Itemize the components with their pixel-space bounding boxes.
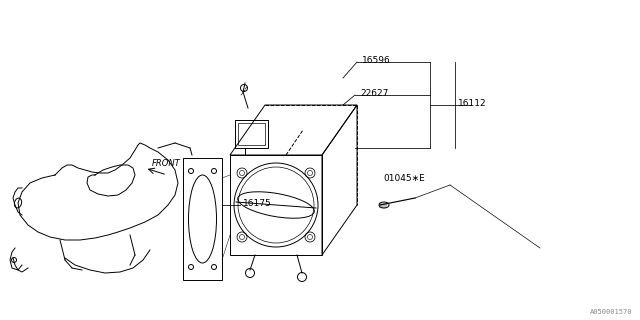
- Text: 16112: 16112: [458, 99, 486, 108]
- Text: FRONT: FRONT: [152, 158, 180, 167]
- Text: 01045∗E: 01045∗E: [383, 173, 425, 182]
- Text: 22627: 22627: [360, 89, 388, 98]
- Text: 16175: 16175: [243, 198, 272, 207]
- Text: A050001570: A050001570: [589, 309, 632, 315]
- Text: 16596: 16596: [362, 55, 391, 65]
